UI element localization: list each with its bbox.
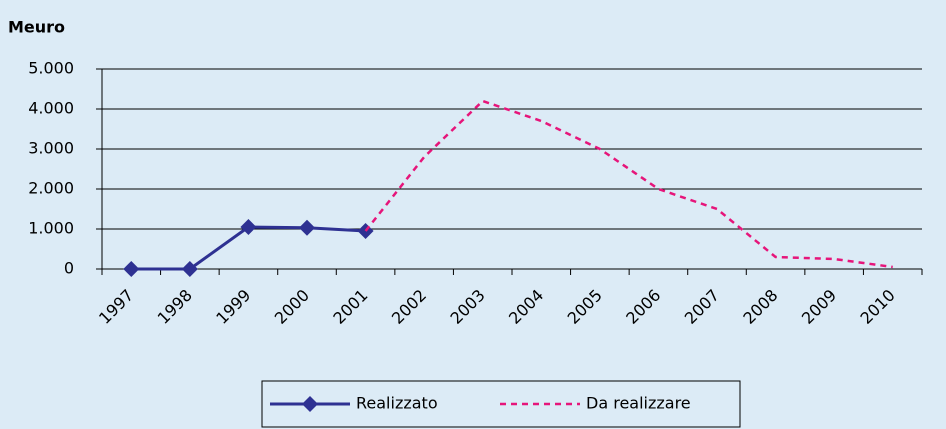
legend-marker — [302, 396, 318, 412]
x-tick-label: 2002 — [388, 286, 430, 328]
x-tick-label: 2000 — [271, 286, 313, 328]
x-tick-label: 1998 — [154, 286, 196, 328]
point-marker — [181, 261, 198, 277]
x-tick-label: 2004 — [505, 286, 547, 328]
x-tick-label: 2010 — [856, 286, 898, 328]
x-tick-label: 2005 — [564, 286, 606, 328]
y-tick-label: 3.000 — [28, 139, 74, 158]
y-tick-label: 5.000 — [28, 59, 74, 78]
x-tick-label: 2009 — [798, 286, 840, 328]
y-tick-label: 4.000 — [28, 99, 74, 118]
x-tick-label: 2006 — [622, 286, 664, 328]
x-tick-label: 1997 — [95, 286, 137, 328]
y-tick-label: 0 — [64, 259, 74, 278]
y-tick-label: 1.000 — [28, 219, 74, 238]
point-marker — [123, 261, 140, 277]
x-tick-label: 2007 — [681, 286, 723, 328]
x-tick-label: 2008 — [739, 286, 781, 328]
x-tick-label: 2003 — [446, 286, 488, 328]
series-line — [364, 99, 893, 269]
x-tick-label: 1999 — [212, 286, 254, 328]
point-marker — [299, 219, 315, 236]
legend-label: Realizzato — [356, 394, 438, 413]
legend-box — [261, 380, 741, 428]
y-tick-label: 2.000 — [28, 179, 74, 198]
legend-label: Da realizzare — [586, 394, 691, 413]
point-marker — [240, 219, 257, 235]
chart-title: Meuro — [8, 18, 65, 37]
x-tick-label: 2001 — [329, 286, 371, 328]
